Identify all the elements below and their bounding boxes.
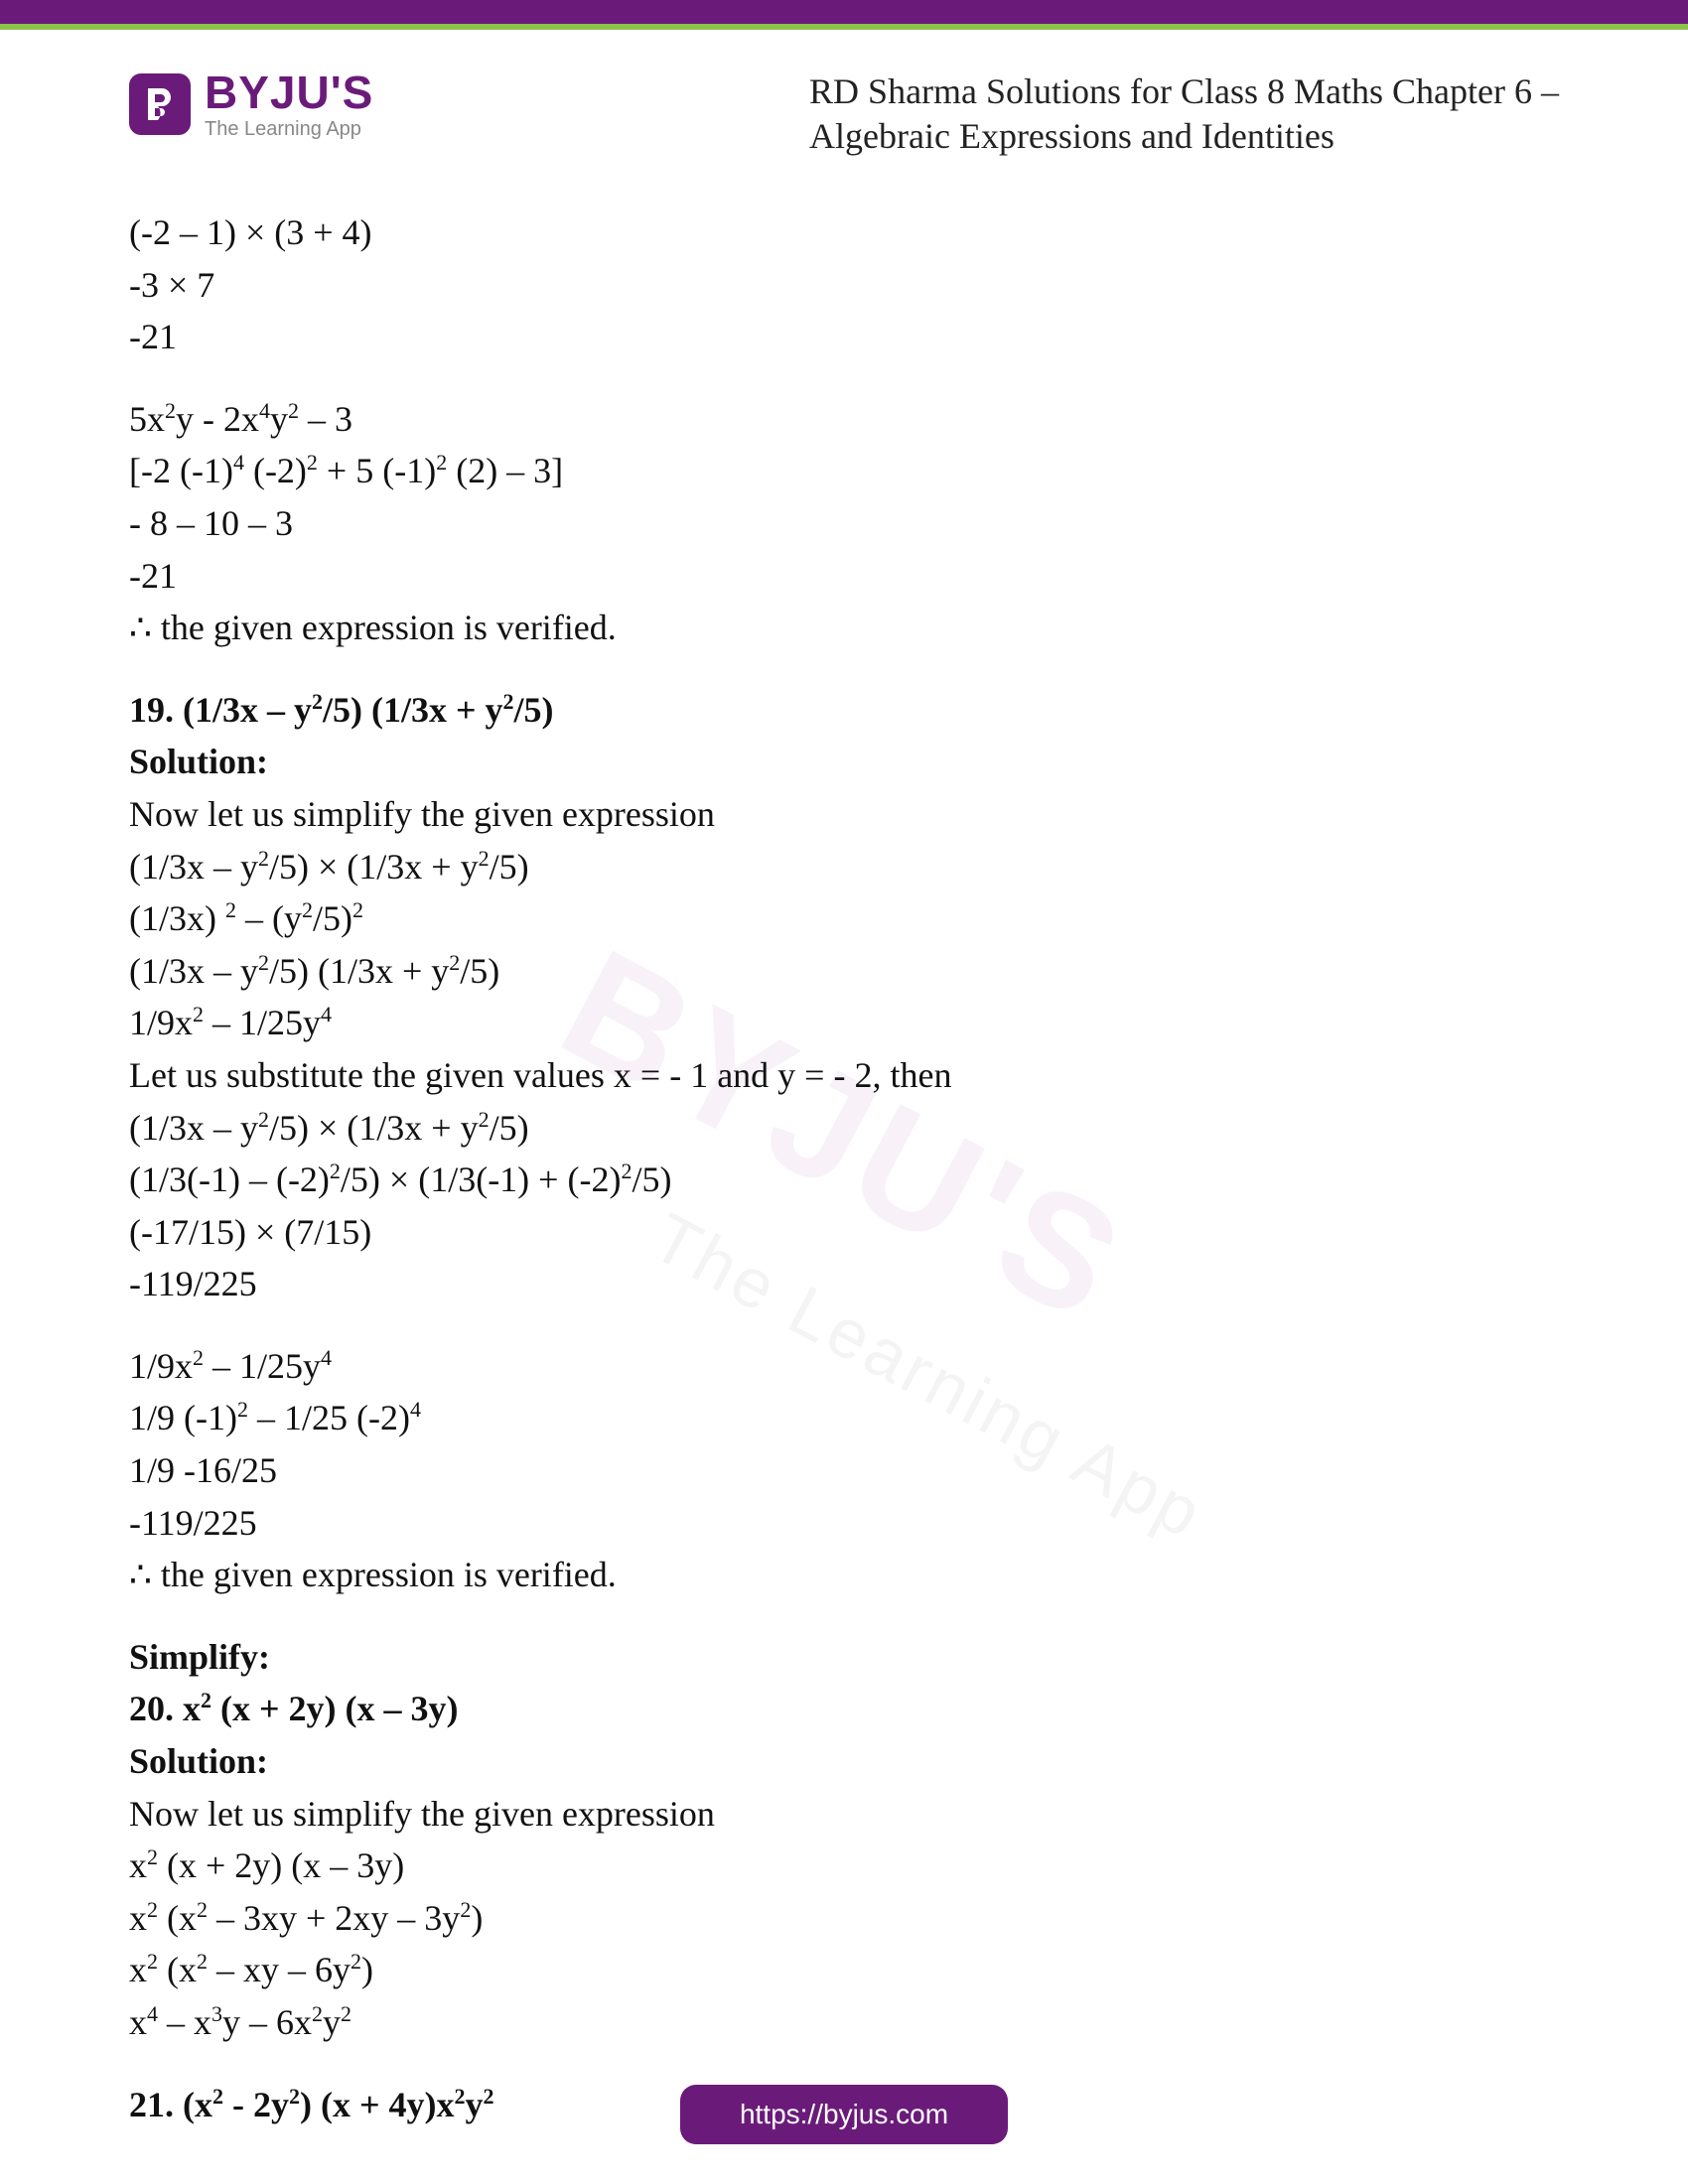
t: – (y bbox=[236, 898, 302, 938]
t: y bbox=[323, 2002, 341, 2042]
t: – 1/25 (-2) bbox=[248, 1398, 410, 1437]
t: 19. (1/3x – y bbox=[129, 690, 312, 730]
t: (x bbox=[158, 1898, 197, 1938]
t: /5) (1/3x + y bbox=[269, 951, 449, 991]
chapter-title: RD Sharma Solutions for Class 8 Maths Ch… bbox=[809, 69, 1559, 159]
text-line: (1/3x) 2 – (y2/5)2 bbox=[129, 894, 1559, 943]
t: x bbox=[129, 1898, 147, 1938]
top-bar bbox=[0, 0, 1688, 24]
t: /5) bbox=[514, 690, 554, 730]
text-line: x2 (x2 – xy – 6y2) bbox=[129, 1946, 1559, 1994]
text-line: (1/3x – y2/5) (1/3x + y2/5) bbox=[129, 947, 1559, 996]
solution-label: Solution: bbox=[129, 738, 1559, 786]
text-line: ∴ the given expression is verified. bbox=[129, 604, 1559, 652]
t: (1/3x – y bbox=[129, 1108, 258, 1148]
t: ) bbox=[361, 1950, 373, 1989]
text-line: ∴ the given expression is verified. bbox=[129, 1551, 1559, 1599]
t: (1/3x) bbox=[129, 898, 225, 938]
chapter-title-line2: Algebraic Expressions and Identities bbox=[809, 116, 1335, 156]
t: ) bbox=[471, 1898, 483, 1938]
logo-block: BYJU'S The Learning App bbox=[129, 69, 373, 139]
t: – 3xy + 2xy – 3y bbox=[208, 1898, 460, 1938]
t: /5) bbox=[490, 847, 529, 887]
t: (1/3x – y bbox=[129, 951, 258, 991]
logo-subtitle: The Learning App bbox=[205, 119, 373, 139]
t: (1/3(-1) – (-2) bbox=[129, 1160, 330, 1199]
text-line: 1/9 -16/25 bbox=[129, 1446, 1559, 1495]
t: /5) bbox=[632, 1160, 671, 1199]
text-line: 1/9x2 – 1/25y4 bbox=[129, 1342, 1559, 1391]
t: – xy – 6y bbox=[208, 1950, 351, 1989]
t: y – 6x bbox=[222, 2002, 312, 2042]
t: 1/9x bbox=[129, 1003, 193, 1042]
logo-text: BYJU'S The Learning App bbox=[205, 69, 373, 139]
t: 1/9x bbox=[129, 1346, 193, 1386]
t: /5) (1/3x + y bbox=[323, 690, 503, 730]
t: (2) – 3] bbox=[447, 451, 563, 490]
logo-b-icon bbox=[140, 84, 180, 124]
t: (x bbox=[158, 1950, 197, 1989]
text-line: (1/3x – y2/5) × (1/3x + y2/5) bbox=[129, 843, 1559, 891]
text-line: x2 (x + 2y) (x – 3y) bbox=[129, 1842, 1559, 1890]
text-line: (1/3(-1) – (-2)2/5) × (1/3(-1) + (-2)2/5… bbox=[129, 1156, 1559, 1204]
question-21: 21. (x2 - 2y2) (x + 4y)x2y2 bbox=[129, 2081, 1559, 2129]
text-line: (1/3x – y2/5) × (1/3x + y2/5) bbox=[129, 1104, 1559, 1153]
page-header: BYJU'S The Learning App RD Sharma Soluti… bbox=[0, 30, 1688, 179]
t: (x + 2y) (x – 3y) bbox=[211, 1689, 458, 1728]
t: x bbox=[129, 2002, 147, 2042]
text-line: - 8 – 10 – 3 bbox=[129, 499, 1559, 548]
t: /5) bbox=[313, 898, 352, 938]
text-line: 5x2y - 2x4y2 – 3 bbox=[129, 395, 1559, 444]
text-line: Let us substitute the given values x = -… bbox=[129, 1051, 1559, 1100]
t: /5) × (1/3x + y bbox=[269, 1108, 479, 1148]
t: /5) bbox=[490, 1108, 529, 1148]
t: 20. x bbox=[129, 1689, 201, 1728]
text-line: 1/9 (-1)2 – 1/25 (-2)4 bbox=[129, 1394, 1559, 1442]
t: /5) bbox=[460, 951, 499, 991]
text-line: -119/225 bbox=[129, 1499, 1559, 1548]
t: 5x bbox=[129, 399, 165, 439]
t: – x bbox=[158, 2002, 211, 2042]
t: [-2 (-1) bbox=[129, 451, 233, 490]
logo-title: BYJU'S bbox=[205, 69, 373, 115]
t: y - 2x bbox=[176, 399, 259, 439]
t: x bbox=[129, 1950, 147, 1989]
text-line: -119/225 bbox=[129, 1260, 1559, 1308]
question-19: 19. (1/3x – y2/5) (1/3x + y2/5) bbox=[129, 686, 1559, 735]
text-line: Now let us simplify the given expression bbox=[129, 1790, 1559, 1839]
text-line: Now let us simplify the given expression bbox=[129, 790, 1559, 839]
text-line: -21 bbox=[129, 313, 1559, 361]
t: (-2) bbox=[244, 451, 307, 490]
t: /5) × (1/3(-1) + (-2) bbox=[341, 1160, 622, 1199]
text-line: x2 (x2 – 3xy + 2xy – 3y2) bbox=[129, 1894, 1559, 1943]
t: – 3 bbox=[299, 399, 352, 439]
t: 21. (x bbox=[129, 2085, 212, 2124]
t: y bbox=[465, 2085, 483, 2124]
t: x bbox=[129, 1845, 147, 1885]
question-20: 20. x2 (x + 2y) (x – 3y) bbox=[129, 1685, 1559, 1733]
text-line: (-2 – 1) × (3 + 4) bbox=[129, 208, 1559, 257]
simplify-heading: Simplify: bbox=[129, 1633, 1559, 1682]
t: y bbox=[270, 399, 288, 439]
text-line: [-2 (-1)4 (-2)2 + 5 (-1)2 (2) – 3] bbox=[129, 447, 1559, 495]
content-body: (-2 – 1) × (3 + 4) -3 × 7 -21 5x2y - 2x4… bbox=[0, 179, 1688, 2128]
logo-badge-icon bbox=[129, 73, 191, 135]
chapter-title-line1: RD Sharma Solutions for Class 8 Maths Ch… bbox=[809, 71, 1559, 111]
solution-label: Solution: bbox=[129, 1737, 1559, 1786]
t: (x + 2y) (x – 3y) bbox=[158, 1845, 404, 1885]
t: /5) × (1/3x + y bbox=[269, 847, 479, 887]
t: 1/9 (-1) bbox=[129, 1398, 237, 1437]
t: ) (x + 4y)x bbox=[300, 2085, 454, 2124]
t: + 5 (-1) bbox=[318, 451, 436, 490]
t: – 1/25y bbox=[204, 1003, 321, 1042]
text-line: -3 × 7 bbox=[129, 261, 1559, 310]
text-line: (-17/15) × (7/15) bbox=[129, 1208, 1559, 1257]
t: - 2y bbox=[223, 2085, 289, 2124]
text-line: 1/9x2 – 1/25y4 bbox=[129, 999, 1559, 1047]
text-line: x4 – x3y – 6x2y2 bbox=[129, 1998, 1559, 2047]
t: (1/3x – y bbox=[129, 847, 258, 887]
text-line: -21 bbox=[129, 552, 1559, 601]
t: – 1/25y bbox=[204, 1346, 321, 1386]
